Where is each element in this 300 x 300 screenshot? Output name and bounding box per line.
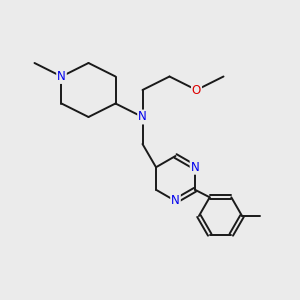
Text: N: N — [190, 161, 200, 174]
Text: N: N — [138, 110, 147, 124]
Text: N: N — [57, 70, 66, 83]
Text: O: O — [192, 83, 201, 97]
Text: N: N — [171, 194, 180, 208]
